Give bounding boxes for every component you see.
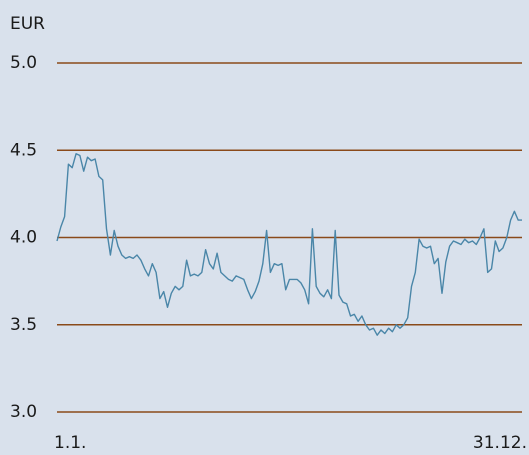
y-tick-label: 4.5: [10, 140, 37, 160]
y-tick-label: 3.5: [10, 315, 37, 335]
x-tick-label: 1.1.: [54, 433, 86, 453]
data-line: [56, 153, 522, 336]
y-tick-label: 5.0: [10, 53, 37, 73]
y-axis-label: EUR: [10, 14, 45, 34]
y-tick-label: 3.0: [10, 402, 37, 422]
y-tick-label: 4.0: [10, 228, 37, 248]
x-tick-label: 31.12.: [473, 433, 527, 453]
